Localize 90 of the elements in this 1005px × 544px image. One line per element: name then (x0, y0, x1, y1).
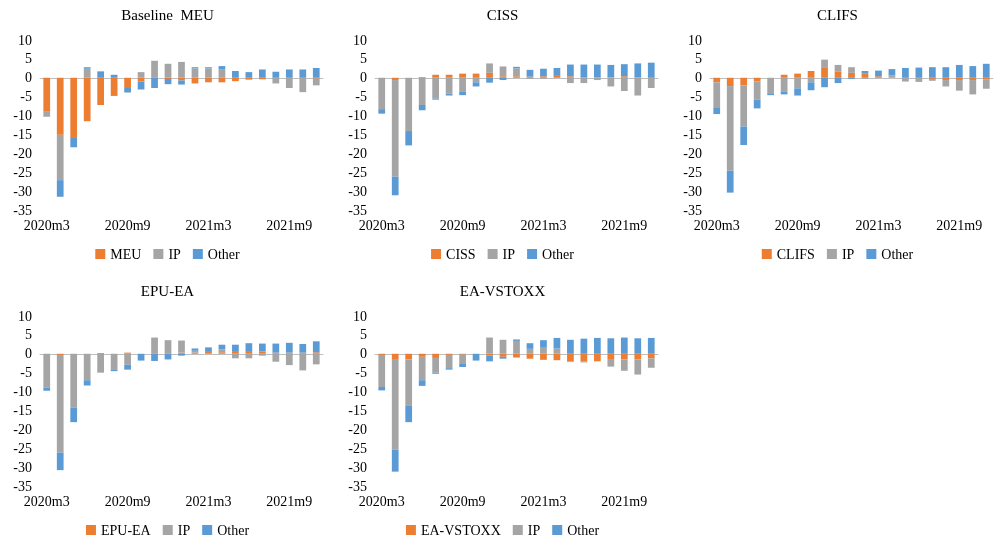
y-tick-label: -30 (13, 183, 32, 199)
y-tick-label: 10 (18, 32, 32, 48)
legend-label: IP (502, 246, 516, 262)
y-tick-label: -35 (13, 478, 32, 494)
x-tick-label: 2020m9 (439, 493, 486, 509)
y-tick-label: -25 (348, 164, 367, 180)
x-tick-label: 2021m3 (855, 217, 902, 233)
y-tick-label: 0 (360, 346, 367, 362)
y-tick-label: 0 (360, 70, 367, 86)
chart-title: Baseline MEU (121, 6, 214, 23)
y-tick-label: -25 (13, 164, 32, 180)
x-tick-label: 2020m9 (104, 217, 151, 233)
legend-label: Other (207, 246, 241, 262)
x-tick-label: 2021m3 (185, 217, 232, 233)
y-tick-label: -15 (13, 126, 32, 142)
y-tick-label: -35 (348, 478, 367, 494)
y-tick-label: -5 (355, 89, 367, 105)
y-tick-label: 0 (25, 70, 32, 86)
chart-title: EA-VSTOXX (459, 282, 546, 299)
y-tick-label: -20 (683, 145, 702, 161)
y-tick-label: -35 (13, 202, 32, 218)
legend-label: CISS (446, 246, 476, 262)
y-tick-label: -15 (13, 402, 32, 418)
y-tick-label: -35 (348, 202, 367, 218)
x-tick-label: 2021m9 (601, 217, 648, 233)
legend-label: Other (217, 522, 250, 538)
y-tick-label: -30 (683, 183, 702, 199)
y-tick-label: -20 (348, 145, 367, 161)
y-tick-label: 5 (25, 51, 32, 67)
y-tick-label: -30 (13, 459, 32, 475)
y-tick-label: -5 (355, 365, 367, 381)
chart-title: CLIFS (817, 6, 858, 23)
legend-label: MEU (110, 246, 142, 262)
x-tick-label: 2020m9 (439, 217, 486, 233)
y-tick-label: -5 (20, 365, 32, 381)
y-tick-label: 5 (25, 327, 32, 343)
x-tick-label: 2020m3 (693, 217, 740, 233)
x-tick-label: 2021m3 (520, 217, 567, 233)
y-tick-label: -25 (348, 440, 367, 456)
y-tick-label: -15 (348, 402, 367, 418)
y-tick-label: -20 (13, 145, 32, 161)
x-tick-label: 2021m3 (520, 493, 567, 509)
x-tick-label: 2020m9 (104, 493, 151, 509)
y-tick-label: -5 (690, 89, 702, 105)
y-tick-label: -20 (13, 421, 32, 437)
chart-title: EPU-EA (140, 282, 195, 299)
legend-label: IP (168, 246, 182, 262)
legend-label: Other (881, 246, 914, 262)
y-tick-label: -10 (13, 384, 32, 400)
x-tick-label: 2021m9 (936, 217, 983, 233)
x-tick-label: 2020m9 (774, 217, 821, 233)
y-tick-label: -20 (348, 421, 367, 437)
x-tick-label: 2021m9 (601, 493, 648, 509)
legend-label: IP (177, 522, 191, 538)
y-tick-label: -35 (683, 202, 702, 218)
y-tick-label: 10 (688, 32, 702, 48)
y-tick-label: -15 (683, 126, 702, 142)
y-tick-label: 10 (353, 32, 367, 48)
y-tick-label: -25 (683, 164, 702, 180)
x-tick-label: 2020m3 (23, 493, 70, 509)
x-tick-label: 2020m3 (358, 217, 405, 233)
x-tick-label: 2020m3 (358, 493, 405, 509)
legend-label: IP (527, 522, 541, 538)
legend-label: EA-VSTOXX (420, 522, 501, 538)
chart-title: CISS (486, 6, 519, 23)
y-tick-label: -30 (348, 183, 367, 199)
y-tick-label: 10 (18, 308, 32, 324)
y-tick-label: 5 (360, 327, 367, 343)
y-tick-label: -10 (683, 108, 702, 124)
y-tick-label: 10 (353, 308, 367, 324)
legend-label: IP (841, 246, 855, 262)
y-tick-label: -5 (20, 89, 32, 105)
y-tick-label: -25 (13, 440, 32, 456)
x-tick-label: 2021m9 (266, 493, 313, 509)
y-tick-label: 0 (695, 70, 702, 86)
legend-label: Other (567, 522, 600, 538)
y-tick-label: 5 (695, 51, 702, 67)
legend-label: Other (542, 246, 575, 262)
legend-label: CLIFS (776, 246, 815, 262)
x-tick-label: 2021m3 (185, 493, 232, 509)
y-tick-label: -30 (348, 459, 367, 475)
y-tick-label: 5 (360, 51, 367, 67)
x-tick-label: 2020m3 (23, 217, 70, 233)
y-tick-label: 0 (25, 346, 32, 362)
legend-label: EPU-EA (100, 522, 152, 538)
x-tick-label: 2021m9 (266, 217, 313, 233)
y-tick-label: -10 (348, 108, 367, 124)
y-tick-label: -15 (348, 126, 367, 142)
y-tick-label: -10 (13, 108, 32, 124)
y-tick-label: -10 (348, 384, 367, 400)
